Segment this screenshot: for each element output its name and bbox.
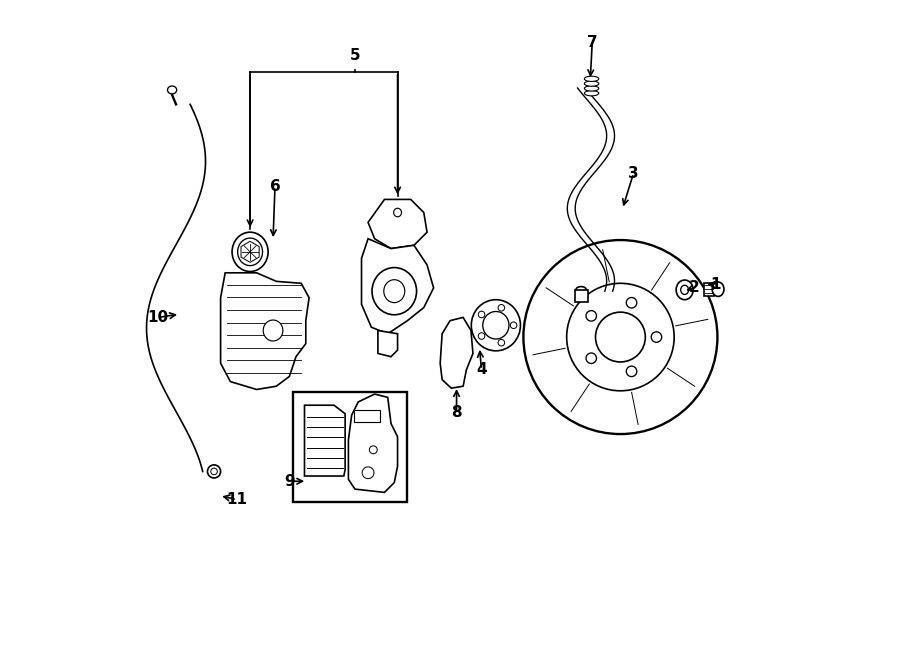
Ellipse shape bbox=[498, 340, 505, 346]
Polygon shape bbox=[304, 405, 345, 476]
Ellipse shape bbox=[626, 297, 637, 308]
Ellipse shape bbox=[472, 299, 520, 351]
Polygon shape bbox=[368, 200, 428, 249]
Ellipse shape bbox=[586, 311, 597, 321]
Ellipse shape bbox=[576, 287, 586, 293]
Text: 6: 6 bbox=[270, 179, 281, 194]
Ellipse shape bbox=[167, 86, 176, 94]
Ellipse shape bbox=[232, 232, 268, 272]
Text: 5: 5 bbox=[349, 48, 360, 63]
Ellipse shape bbox=[584, 76, 598, 81]
Polygon shape bbox=[220, 273, 309, 389]
Ellipse shape bbox=[586, 353, 597, 364]
Ellipse shape bbox=[584, 91, 598, 96]
Ellipse shape bbox=[584, 86, 598, 91]
Ellipse shape bbox=[676, 280, 693, 299]
Text: 1: 1 bbox=[710, 277, 721, 292]
Ellipse shape bbox=[482, 311, 509, 339]
Ellipse shape bbox=[626, 366, 637, 377]
Ellipse shape bbox=[369, 446, 377, 453]
Polygon shape bbox=[362, 239, 434, 334]
Ellipse shape bbox=[208, 465, 220, 478]
Ellipse shape bbox=[510, 322, 517, 329]
Polygon shape bbox=[348, 394, 398, 492]
Ellipse shape bbox=[712, 282, 724, 296]
Ellipse shape bbox=[211, 468, 217, 475]
Text: 9: 9 bbox=[284, 474, 294, 488]
Ellipse shape bbox=[498, 305, 505, 311]
Polygon shape bbox=[704, 283, 714, 295]
Text: 8: 8 bbox=[451, 405, 462, 420]
Ellipse shape bbox=[362, 467, 374, 479]
Ellipse shape bbox=[584, 81, 598, 86]
Polygon shape bbox=[440, 317, 472, 388]
Ellipse shape bbox=[372, 268, 417, 315]
Ellipse shape bbox=[567, 284, 674, 391]
Text: 2: 2 bbox=[688, 280, 699, 295]
Polygon shape bbox=[378, 330, 398, 357]
Ellipse shape bbox=[383, 280, 405, 303]
Ellipse shape bbox=[263, 320, 283, 341]
Ellipse shape bbox=[393, 208, 401, 217]
Ellipse shape bbox=[680, 286, 688, 294]
Ellipse shape bbox=[652, 332, 662, 342]
Text: 3: 3 bbox=[628, 166, 639, 180]
Text: 7: 7 bbox=[587, 34, 598, 50]
Ellipse shape bbox=[478, 332, 485, 339]
Text: 11: 11 bbox=[227, 492, 248, 507]
Ellipse shape bbox=[524, 240, 717, 434]
Ellipse shape bbox=[478, 311, 485, 318]
Text: 10: 10 bbox=[148, 310, 169, 325]
Bar bbox=[292, 392, 408, 502]
Text: 4: 4 bbox=[476, 362, 487, 377]
Bar bbox=[354, 410, 380, 422]
Ellipse shape bbox=[238, 238, 263, 266]
Ellipse shape bbox=[596, 312, 645, 362]
Bar bbox=[574, 290, 588, 301]
